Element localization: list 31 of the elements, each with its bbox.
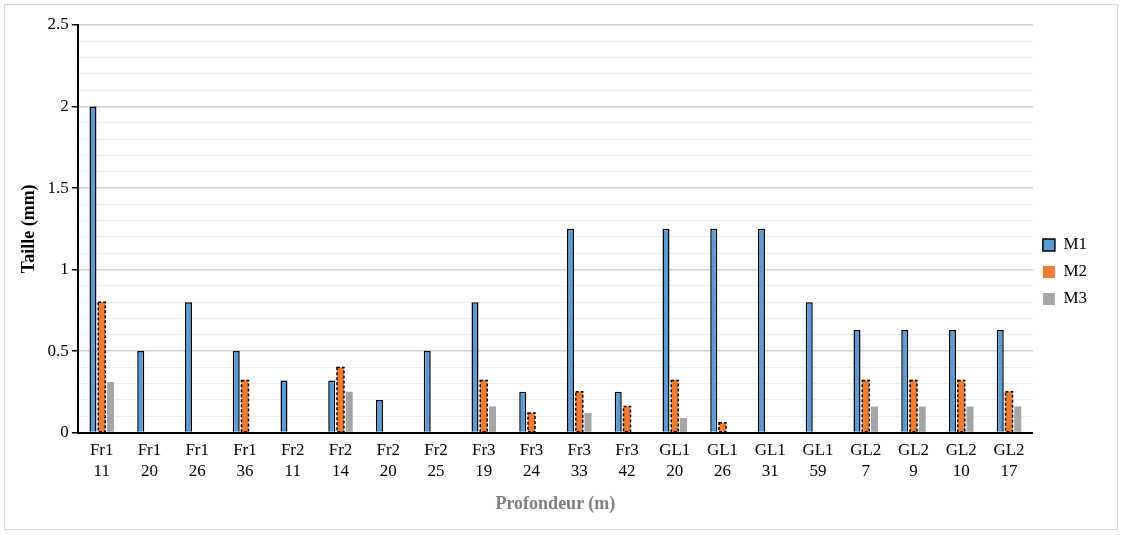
x-tick-label: GL1 26 bbox=[706, 440, 739, 480]
x-tick-label: Fr2 14 bbox=[328, 440, 353, 480]
y-tick-label: 2 bbox=[60, 95, 69, 115]
x-tick-label: GL1 20 bbox=[659, 440, 691, 480]
x-tick-label: GL2 10 bbox=[945, 440, 977, 480]
x-tick-label: Fr2 25 bbox=[424, 440, 448, 480]
legend-label: M3 bbox=[1063, 288, 1088, 308]
x-tick-label: Fr1 36 bbox=[233, 440, 257, 480]
x-tick-label: Fr3 33 bbox=[567, 440, 592, 480]
x-tick-label: Fr3 42 bbox=[615, 440, 639, 480]
y-axis-title: Taille (mm) bbox=[18, 184, 40, 274]
x-tick-label: Fr1 20 bbox=[137, 440, 162, 480]
x-tick-label: GL2 9 bbox=[897, 440, 930, 480]
y-tick-label: 0 bbox=[60, 422, 69, 442]
x-tick-label: Fr2 11 bbox=[280, 440, 305, 480]
y-tick-label: 1.5 bbox=[47, 177, 69, 197]
x-tick-label: GL1 31 bbox=[754, 440, 786, 480]
legend-label: M1 bbox=[1063, 234, 1088, 254]
x-tick-label: Fr1 26 bbox=[185, 440, 210, 480]
x-tick-label: GL2 17 bbox=[993, 440, 1025, 480]
x-axis-title: Profondeur (m) bbox=[495, 492, 616, 514]
x-tick-label: Fr1 11 bbox=[89, 440, 114, 480]
x-tick-label: Fr3 24 bbox=[519, 440, 544, 480]
y-tick-label: 0.5 bbox=[47, 340, 69, 360]
legend-label: M2 bbox=[1063, 261, 1088, 281]
x-tick-label: GL1 59 bbox=[802, 440, 834, 480]
y-tick-label: 2.5 bbox=[47, 14, 69, 34]
x-tick-label: Fr2 20 bbox=[376, 440, 401, 480]
y-tick-label: 1 bbox=[60, 259, 69, 279]
x-tick-label: GL2 7 bbox=[850, 440, 882, 480]
x-tick-label: Fr3 19 bbox=[471, 440, 496, 480]
